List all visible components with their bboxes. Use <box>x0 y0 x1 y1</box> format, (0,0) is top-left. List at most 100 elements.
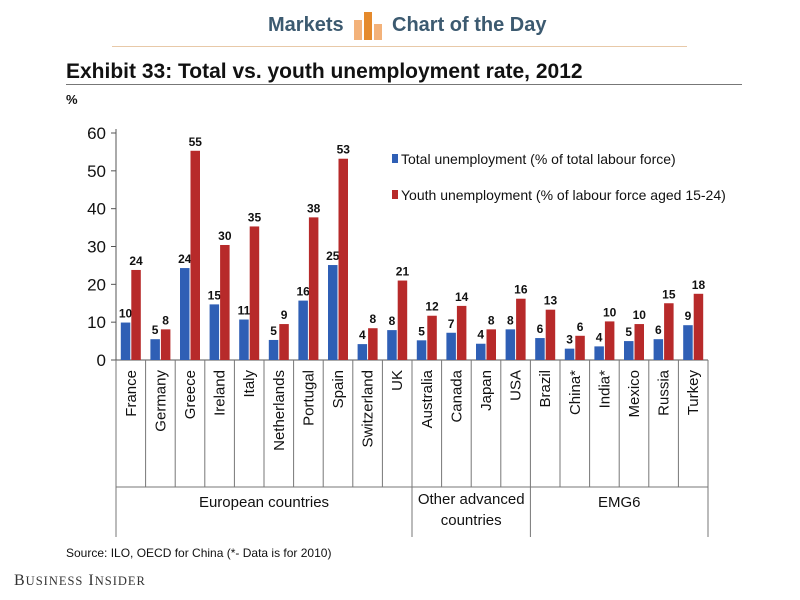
category-label: Mexico <box>626 370 643 418</box>
bar-youth <box>308 217 319 360</box>
category-label: Portugal <box>300 370 317 426</box>
bar-total <box>209 304 220 360</box>
legend-swatch-total <box>392 154 398 163</box>
group-label: countries <box>441 512 502 529</box>
banner-chart-of-the-day-label: Chart of the Day <box>392 14 547 36</box>
data-label-youth: 24 <box>129 254 143 268</box>
brand-first-initial: B <box>14 572 26 589</box>
data-label-youth: 30 <box>218 229 232 243</box>
category-label: Australia <box>419 369 436 428</box>
title-rule <box>66 84 742 85</box>
data-label-youth: 21 <box>396 265 410 279</box>
data-label-youth: 12 <box>425 300 439 314</box>
bar-youth <box>575 335 585 360</box>
y-tick-label: 0 <box>97 351 106 370</box>
data-label-youth: 53 <box>337 143 351 157</box>
bar-total <box>594 346 604 360</box>
category-label: Brazil <box>537 370 554 408</box>
data-label-total: 5 <box>418 324 425 338</box>
source-note: Source: ILO, OECD for China (*- Data is … <box>66 546 332 560</box>
bar-total <box>624 341 634 360</box>
group-label: EMG6 <box>598 494 641 511</box>
category-label: Ireland <box>212 370 229 416</box>
data-label-total: 4 <box>359 328 366 342</box>
category-label: UK <box>389 370 406 391</box>
category-label: Germany <box>152 370 169 432</box>
data-label-total: 15 <box>208 288 222 302</box>
category-label: USA <box>508 370 525 401</box>
bar-youth <box>664 303 674 360</box>
category-label: Canada <box>448 369 465 422</box>
group-label: European countries <box>199 494 329 511</box>
data-label-total: 5 <box>625 325 632 339</box>
bar-total <box>328 265 338 360</box>
data-label-youth: 55 <box>189 135 203 149</box>
bar-youth <box>604 321 615 360</box>
y-tick-label: 40 <box>87 200 106 219</box>
bar-youth <box>427 315 437 360</box>
category-label: Russia <box>656 369 673 416</box>
business-insider-logo: BUSINESS INSIDER <box>14 572 146 590</box>
brand-second-rest: NSIDER <box>94 574 146 588</box>
bar-total <box>387 330 397 360</box>
bar-youth <box>220 244 230 360</box>
y-tick-label: 20 <box>87 275 106 294</box>
bar-youth <box>190 150 200 360</box>
bar-total <box>476 343 486 360</box>
data-label-total: 4 <box>477 328 484 342</box>
data-label-youth: 16 <box>514 283 528 297</box>
bar-youth <box>634 324 644 360</box>
data-label-youth: 35 <box>248 210 262 224</box>
data-label-youth: 8 <box>370 312 377 326</box>
data-label-youth: 18 <box>692 278 706 292</box>
data-label-total: 10 <box>119 307 133 321</box>
data-label-total: 8 <box>389 314 396 328</box>
bar-total <box>535 338 545 360</box>
bar-youth <box>693 293 704 360</box>
chart-title: Exhibit 33: Total vs. youth unemployment… <box>66 60 583 83</box>
bar-total <box>120 322 131 360</box>
banner: Markets Chart of the Day <box>0 0 800 48</box>
data-label-total: 16 <box>296 285 310 299</box>
data-label-total: 25 <box>326 249 340 263</box>
bar-total <box>564 348 575 360</box>
data-label-total: 4 <box>596 330 603 344</box>
data-label-total: 6 <box>537 322 544 336</box>
bar-youth <box>516 298 526 360</box>
bar-youth <box>368 328 378 360</box>
bar-youth <box>456 305 467 360</box>
banner-rule <box>112 46 687 47</box>
category-label: Netherlands <box>271 370 288 451</box>
data-label-youth: 6 <box>577 320 584 334</box>
category-label: France <box>123 370 140 417</box>
legend-label-total: Total unemployment (% of total labour fo… <box>401 151 676 167</box>
bar-total <box>653 339 664 360</box>
chart-logo-icon <box>354 12 382 40</box>
bar-total <box>357 344 368 360</box>
bar-youth <box>160 329 171 360</box>
y-tick-label: 10 <box>87 313 106 332</box>
y-tick-label: 30 <box>87 238 106 257</box>
legend-label-youth: Youth unemployment (% of labour force ag… <box>401 187 726 203</box>
y-tick-label: 60 <box>87 124 106 143</box>
data-label-total: 8 <box>507 313 514 327</box>
bar-total <box>298 300 308 360</box>
bar-total <box>416 340 427 360</box>
data-label-total: 5 <box>270 324 277 338</box>
category-label: Turkey <box>685 370 702 416</box>
data-label-total: 24 <box>178 252 192 266</box>
data-label-total: 6 <box>655 323 662 337</box>
data-label-youth: 13 <box>544 294 558 308</box>
data-label-youth: 38 <box>307 201 321 215</box>
group-label: Other advanced <box>418 491 525 508</box>
data-label-youth: 15 <box>662 287 676 301</box>
category-label: Switzerland <box>360 370 377 448</box>
bar-total <box>180 268 190 360</box>
y-axis-label: % <box>66 92 78 107</box>
data-label-total: 5 <box>152 323 159 337</box>
banner-markets-label: Markets <box>268 14 344 36</box>
data-label-youth: 10 <box>633 308 647 322</box>
bar-youth <box>397 280 408 360</box>
data-label-youth: 9 <box>281 308 288 322</box>
